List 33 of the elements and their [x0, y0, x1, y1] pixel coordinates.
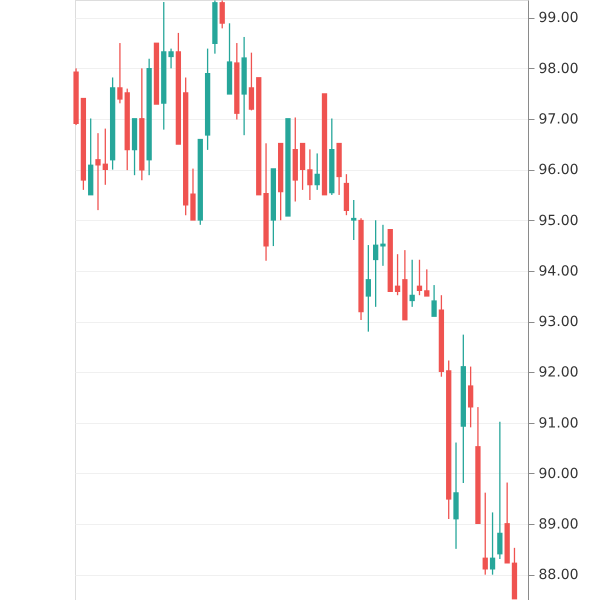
candlestick: [351, 199, 356, 241]
candlestick: [482, 492, 488, 576]
y-tick-label: 93.00: [538, 314, 579, 330]
y-tick-label: 95.00: [538, 212, 579, 229]
y-tick-label: 97.00: [538, 111, 579, 128]
candlestick: [468, 366, 474, 428]
candlestick: [168, 48, 174, 70]
y-tick-label: 94.00: [538, 263, 579, 280]
candlestick: [102, 128, 108, 186]
candlestick: [220, 0, 225, 30]
y-tick-label: 92.00: [538, 364, 579, 381]
candlestick: [416, 259, 422, 296]
candlestick: [431, 284, 437, 318]
y-tick-label: 98.00: [538, 60, 579, 77]
y-tick-label: 89.00: [538, 516, 579, 533]
candlestick: [394, 254, 400, 296]
candlestick: [95, 132, 101, 211]
candlestick: [410, 259, 415, 308]
candlestick: [380, 224, 386, 266]
candlestick: [424, 268, 430, 297]
candlestick: [372, 220, 378, 308]
candlestick: [117, 42, 123, 104]
y-tick-label: 91.00: [538, 415, 579, 432]
y-tick-label: 99.00: [538, 10, 579, 26]
candlestick: [497, 421, 503, 560]
candlestick: [366, 244, 371, 332]
y-tick-label: 96.00: [538, 162, 579, 178]
candlestick: [248, 52, 254, 112]
y-tick-label: 88.00: [538, 567, 579, 584]
y-tick-label: 90.00: [538, 466, 579, 482]
candlestick: [314, 152, 320, 191]
candlestick: [490, 512, 496, 576]
candlestick: [307, 148, 313, 201]
